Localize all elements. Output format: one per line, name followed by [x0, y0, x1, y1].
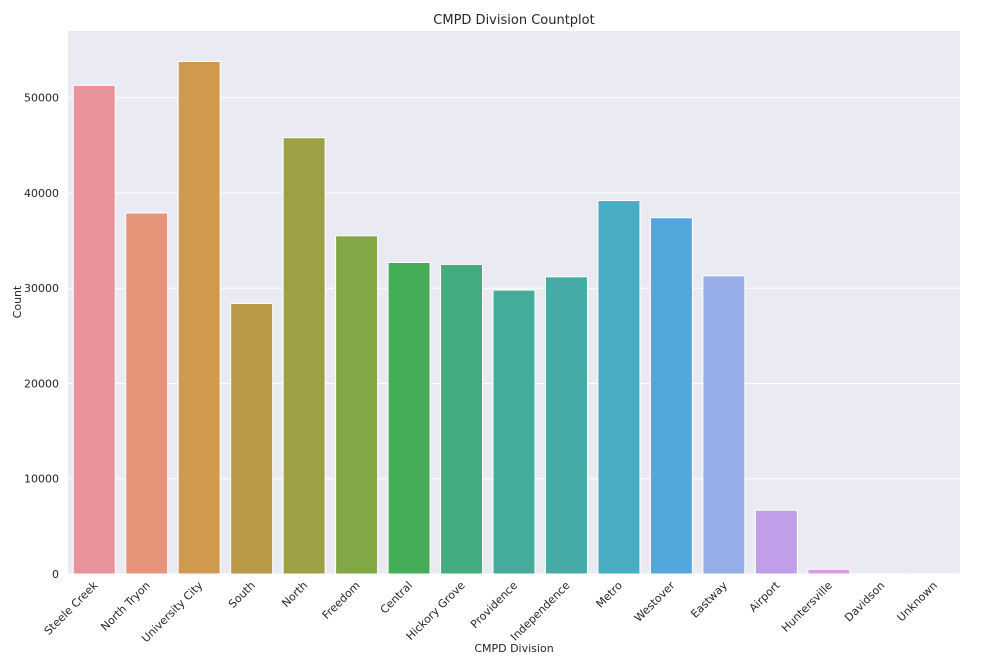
bar-westover: [649, 217, 693, 575]
bar-providence: [492, 289, 536, 575]
bar-metro: [597, 200, 641, 575]
x-tick-label: North: [279, 579, 310, 610]
x-tick-label: Steele Creek: [42, 578, 101, 637]
bar-independence: [544, 276, 588, 575]
x-tick-label: Unknown: [895, 579, 940, 624]
bar-north: [282, 137, 326, 575]
x-tick-label: Eastway: [688, 579, 730, 621]
bar-university-city: [177, 60, 221, 575]
bar-airport: [754, 509, 798, 575]
bar-huntersville: [807, 568, 851, 575]
chart-title: CMPD Division Countplot: [433, 13, 594, 28]
x-tick-label: Freedom: [320, 579, 363, 622]
bar-north-tryon: [125, 212, 169, 575]
x-tick-label: North Tryon: [98, 579, 153, 634]
bars-group: [72, 60, 956, 575]
x-tick-label: Westover: [632, 579, 678, 625]
bar-central: [387, 261, 431, 575]
y-tick-label: 40000: [24, 187, 59, 200]
bar-freedom: [335, 235, 379, 575]
y-tick-label: 30000: [24, 282, 59, 295]
x-tick-label: South: [226, 579, 258, 611]
x-tick-label: Providence: [468, 579, 520, 631]
y-tick-label: 50000: [24, 92, 59, 105]
x-tick-label: Davidson: [842, 579, 887, 624]
y-axis-label: Count: [11, 285, 24, 318]
y-tick-label: 10000: [24, 473, 59, 486]
bar-eastway: [702, 275, 746, 575]
bar-hickory-grove: [440, 263, 484, 575]
x-axis-label: CMPD Division: [474, 642, 553, 655]
x-tick-label: Metro: [594, 579, 626, 611]
y-tick-labels: 0 10000 20000 30000 40000 50000: [24, 92, 59, 581]
bar-south: [230, 302, 274, 575]
y-tick-label: 20000: [24, 377, 59, 390]
x-tick-label: Huntersville: [779, 579, 835, 635]
y-tick-label: 0: [52, 568, 59, 581]
bar-steele-creek: [72, 84, 116, 575]
x-tick-label: Airport: [747, 578, 783, 614]
x-tick-label: Central: [378, 579, 416, 617]
